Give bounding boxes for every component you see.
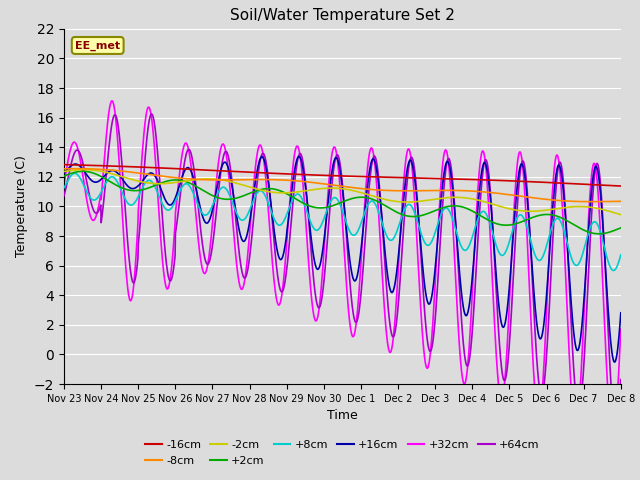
Title: Soil/Water Temperature Set 2: Soil/Water Temperature Set 2 — [230, 9, 455, 24]
Legend: -16cm, -8cm, -2cm, +2cm, +8cm, +16cm, +32cm, +64cm: -16cm, -8cm, -2cm, +2cm, +8cm, +16cm, +3… — [141, 436, 544, 470]
X-axis label: Time: Time — [327, 409, 358, 422]
Text: EE_met: EE_met — [75, 40, 120, 50]
Y-axis label: Temperature (C): Temperature (C) — [15, 156, 28, 257]
